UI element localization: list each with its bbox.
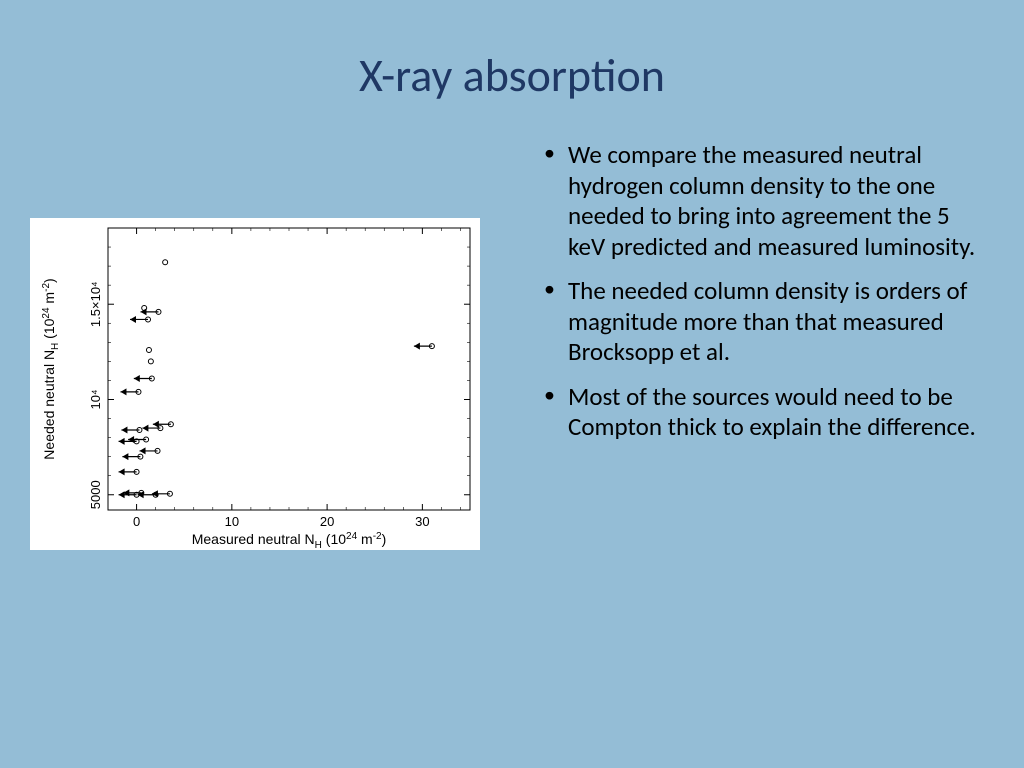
svg-text:0: 0: [133, 514, 140, 529]
svg-text:10⁴: 10⁴: [88, 389, 103, 409]
svg-text:1.5×10⁴: 1.5×10⁴: [88, 281, 103, 327]
bullet-list: We compare the measured neutral hydrogen…: [540, 140, 990, 457]
bullet-item: We compare the measured neutral hydrogen…: [540, 140, 990, 262]
scatter-chart: 0 10 20 30 5000 10⁴ 1.5×10⁴ Measured neutral NH…: [30, 218, 480, 550]
svg-text:20: 20: [320, 514, 334, 529]
svg-text:Measured neutral NH (1024 m-2): Measured neutral NH (1024 m-2): [192, 531, 387, 550]
slide-title: X-ray absorption: [0, 48, 1024, 104]
svg-text:Needed neutral NH (1024 m-2): Needed neutral NH (1024 m-2): [41, 278, 61, 459]
bullet-item: Most of the sources would need to be Com…: [540, 382, 990, 443]
svg-text:5000: 5000: [88, 480, 103, 509]
svg-text:30: 30: [415, 514, 429, 529]
chart-panel: 0 10 20 30 5000 10⁴ 1.5×10⁴ Measured neutral NH…: [30, 218, 480, 550]
bullet-item: The needed column density is orders of m…: [540, 276, 990, 368]
svg-text:10: 10: [225, 514, 239, 529]
